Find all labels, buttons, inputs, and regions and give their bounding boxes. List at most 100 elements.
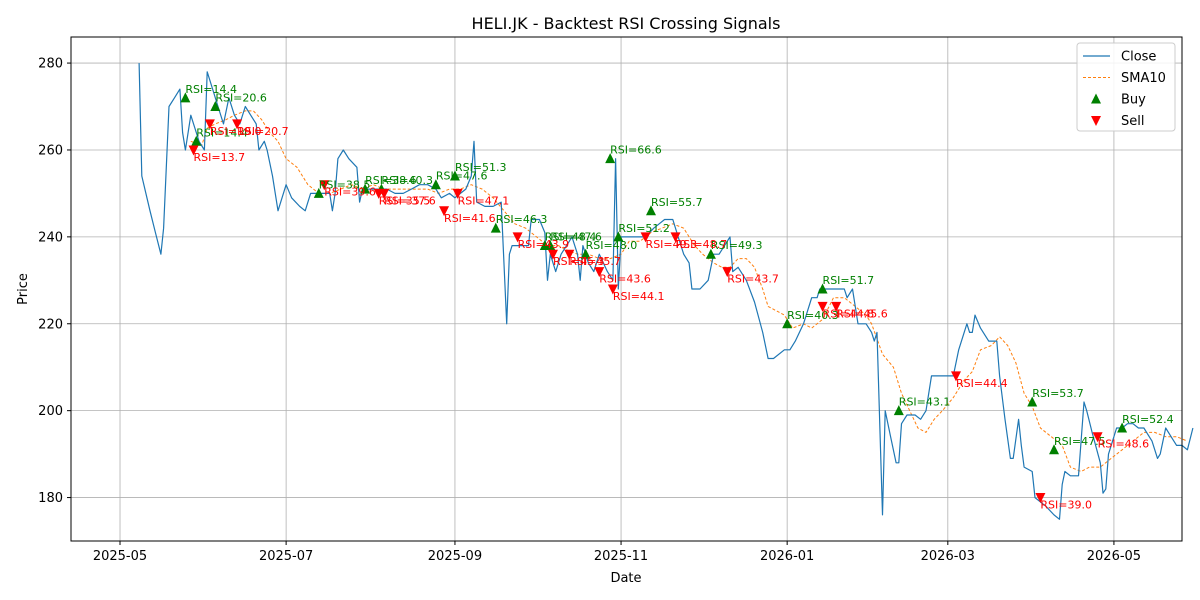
buy-marker: [705, 248, 716, 259]
buy-marker: [893, 405, 904, 416]
legend-box: [1076, 42, 1176, 132]
sma10-line: [190, 110, 1188, 472]
sell-marker: [379, 188, 390, 199]
sell-marker: [817, 301, 828, 312]
buy-signal-label: RSI=49.3: [711, 239, 763, 252]
sell-signal-label: RSI=44.1: [613, 290, 665, 303]
buy-marker: [191, 135, 202, 146]
x-tick-label: 2025-07: [259, 549, 313, 564]
legend-buy-swatch: [1091, 93, 1101, 104]
sma10-series: [190, 110, 1188, 472]
sell-signal-label: RSI=43.7: [727, 273, 779, 286]
buy-signal-label: RSI=47.5: [1054, 435, 1106, 448]
sell-marker: [564, 249, 575, 260]
sell-signal-label: RSI=48.7: [676, 238, 728, 251]
buy-signal-label: RSI=51.7: [823, 274, 875, 287]
buy-signal-label: RSI=66.6: [610, 144, 662, 157]
buy-signal-label: RSI=55.7: [651, 196, 703, 209]
sell-marker: [607, 284, 618, 295]
sell-signal-label: RSI=48.6: [1098, 438, 1150, 451]
sell-signal-label: RSI=43.9: [518, 238, 570, 251]
sell-marker: [547, 249, 558, 260]
buy-marker: [782, 318, 793, 329]
sell-signal-label: RSI=45.6: [836, 307, 888, 320]
buy-signal-label: RSI=47.6: [436, 170, 488, 183]
y-tick-label: 260: [38, 143, 63, 158]
buy-signal-label: RSI=40.3: [381, 174, 433, 187]
x-tick-label: 2025-11: [594, 549, 648, 564]
plot-frame: [70, 36, 1183, 542]
sell-signal-label: RSI=49.3: [646, 238, 698, 251]
y-tick-label: 180: [38, 491, 63, 506]
buy-marker: [313, 187, 324, 198]
buy-marker: [360, 183, 371, 194]
buy-marker: [1027, 396, 1038, 407]
buy-signal-label: RSI=14.4: [196, 126, 248, 139]
sell-signal-label: RSI=47.1: [458, 194, 510, 207]
close-series: [138, 63, 1194, 520]
signal-markers: [180, 92, 1128, 504]
y-tick-label: 240: [38, 230, 63, 245]
buy-marker: [1049, 444, 1060, 455]
sell-signal-label: RSI=43.6: [599, 273, 651, 286]
buy-signal-label: RSI=52.4: [1122, 413, 1174, 426]
sell-marker: [439, 206, 450, 217]
legend-sell-swatch: [1091, 116, 1101, 126]
buy-marker: [180, 92, 191, 103]
chart-title: HELI.JK - Backtest RSI Crossing Signals: [472, 14, 781, 33]
buy-marker: [605, 153, 616, 164]
legend-label: Buy: [1121, 93, 1146, 108]
sell-signal-label: RSI=35.5: [379, 194, 431, 207]
buy-signal-label: RSI=43.1: [899, 396, 951, 409]
buy-signal-label: RSI=38.6: [365, 174, 417, 187]
sell-marker: [594, 267, 605, 278]
sell-signal-label: RSI=44.4: [956, 377, 1008, 390]
sell-signal-label: RSI=45.3: [553, 255, 605, 268]
buy-marker: [430, 179, 441, 190]
sell-marker: [1035, 493, 1046, 504]
grid-lines: [71, 37, 1182, 541]
buy-signal-label: RSI=51.3: [455, 161, 507, 174]
y-tick-label: 280: [38, 57, 63, 72]
sell-marker: [204, 119, 215, 130]
buy-signal-label: RSI=48.0: [586, 239, 638, 252]
sell-marker: [640, 232, 651, 243]
x-tick-label: 2026-01: [760, 549, 814, 564]
buy-signal-label: RSI=20.6: [215, 92, 267, 105]
signal-labels: RSI=14.4RSI=14.4RSI=20.6RSI=38.5RSI=38.6…: [185, 83, 1173, 512]
sell-signal-label: RSI=13.7: [194, 151, 246, 164]
buy-marker: [817, 283, 828, 294]
sell-signal-label: RSI=37.6: [384, 194, 436, 207]
sell-signal-label: RSI=44.8: [823, 307, 875, 320]
sell-marker: [1092, 432, 1103, 443]
buy-marker: [613, 231, 624, 242]
sell-marker: [670, 232, 681, 243]
x-tick-label: 2026-05: [1087, 549, 1141, 564]
sell-marker: [722, 267, 733, 278]
buy-signal-label: RSI=46.3: [496, 213, 548, 226]
sell-signal-label: RSI=39.0: [1040, 499, 1092, 512]
sell-signal-label: RSI=20.7: [237, 125, 289, 138]
sell-signal-label: RSI=39.6: [324, 186, 376, 199]
sell-marker: [831, 301, 842, 312]
buy-marker: [580, 248, 591, 259]
buy-signal-label: RSI=47.6: [550, 231, 602, 244]
y-axis-title: Price: [16, 273, 31, 305]
legend-label: SMA10: [1121, 71, 1166, 86]
x-tick-label: 2026-03: [921, 549, 975, 564]
sell-marker: [512, 232, 523, 243]
buy-signal-label: RSI=48.4: [545, 231, 597, 244]
sell-marker: [188, 145, 199, 156]
sell-marker: [950, 371, 961, 382]
sell-marker: [319, 180, 330, 191]
x-axis-ticks: 2025-05 2025-07 2025-09 2025-11 2026-01 2026-…: [93, 541, 1141, 564]
buy-marker: [1117, 422, 1128, 433]
x-axis-title: Date: [610, 571, 641, 586]
y-tick-label: 200: [38, 404, 63, 419]
buy-marker: [490, 222, 501, 233]
buy-marker: [210, 101, 221, 112]
buy-signal-label: RSI=40.3: [787, 309, 839, 322]
x-tick-label: 2025-09: [428, 549, 482, 564]
legend: Close SMA10 Buy Sell: [1076, 42, 1176, 132]
